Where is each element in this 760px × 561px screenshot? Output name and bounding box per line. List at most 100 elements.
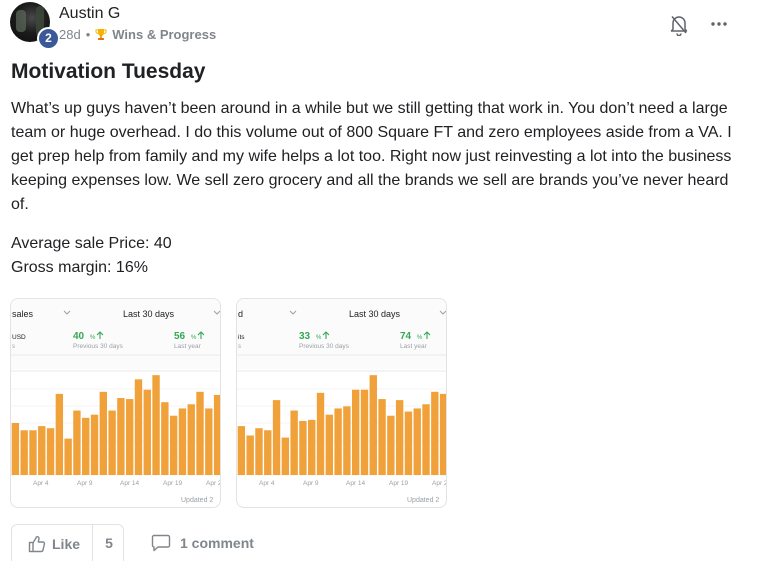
bell-off-icon[interactable] xyxy=(669,14,689,37)
chart-bar xyxy=(108,410,116,475)
chart-bar xyxy=(316,392,325,475)
chart-bar xyxy=(413,408,421,475)
stat-average-sale-price: Average sale Price: 40 xyxy=(11,235,172,252)
chart-bar xyxy=(187,404,195,475)
x-tick-label: Apr 2 xyxy=(206,480,221,487)
chart-bar xyxy=(422,404,430,475)
like-button[interactable]: Like xyxy=(12,525,92,561)
units-chart-screenshot: d Last 30 days its s 33 % Previous 30 days 74 % L… xyxy=(237,299,447,504)
chart-bar xyxy=(395,400,404,475)
chart-bar xyxy=(46,428,55,475)
screenshot-header-bg xyxy=(11,299,220,369)
post-age: 28d xyxy=(59,27,81,42)
previous-period-change: 33 xyxy=(299,331,311,342)
x-tick-label: Apr 19 xyxy=(163,480,183,487)
dropdown-label: d xyxy=(238,309,243,319)
like-control: Like 5 xyxy=(11,524,124,561)
chart-bar xyxy=(64,438,72,475)
chart-bar xyxy=(272,400,281,475)
last-year-change: 74 xyxy=(400,331,412,342)
author-name[interactable]: Austin G xyxy=(59,5,121,22)
chart-bar xyxy=(11,423,20,475)
chart-bar xyxy=(325,414,333,475)
chart-bar xyxy=(73,410,81,475)
chart-bar xyxy=(134,379,143,475)
percent-sign: % xyxy=(191,335,197,341)
chart-bar xyxy=(55,393,64,475)
last-year-label: Last year xyxy=(400,343,428,350)
x-tick-label: Apr 9 xyxy=(77,480,93,487)
chevron-down-icon xyxy=(439,310,446,315)
previous-period-change: 40 xyxy=(73,331,85,342)
attachment-image-units[interactable]: d Last 30 days its s 33% Previous 30 days 74% L… xyxy=(236,298,447,508)
arrow-up-icon xyxy=(197,331,205,339)
chart-bar xyxy=(125,399,134,475)
chart-bar xyxy=(369,375,377,475)
arrow-up-icon xyxy=(96,331,104,339)
chart-bar xyxy=(99,391,107,475)
post-title: Motivation Tuesday xyxy=(11,60,206,83)
percent-sign: % xyxy=(90,335,96,341)
updated-label: Updated 2 xyxy=(181,497,213,504)
attachment-image-sales[interactable]: sales Last 30 days USD s 40% Previous 30 days… xyxy=(10,298,221,508)
comment-count-label: 1 comment xyxy=(180,535,254,551)
chart-bar xyxy=(404,411,413,475)
chart-bar xyxy=(439,393,446,475)
trophy-icon xyxy=(95,28,107,41)
range-label: Last 30 days xyxy=(123,309,175,319)
post-category[interactable]: Wins & Progress xyxy=(112,27,217,42)
chevron-down-icon xyxy=(213,310,220,315)
like-divider xyxy=(92,525,93,561)
chevron-down-icon xyxy=(63,310,71,315)
arrow-up-icon xyxy=(322,331,330,339)
like-label: Like xyxy=(52,535,81,552)
chart-bar xyxy=(246,435,254,475)
x-tick-label: Apr 19 xyxy=(389,480,409,487)
range-label: Last 30 days xyxy=(349,309,401,319)
metric-unit: its xyxy=(238,334,245,341)
chart-bar xyxy=(343,406,351,475)
avatar-detail xyxy=(36,6,44,36)
chart-bar xyxy=(90,414,99,475)
x-tick-label: Apr 2 xyxy=(432,480,447,487)
metric-sub: s xyxy=(238,344,241,350)
like-count[interactable]: 5 xyxy=(105,535,113,551)
chart-bar xyxy=(299,420,307,475)
chart-bar xyxy=(152,375,160,475)
chart-bar xyxy=(308,419,316,475)
chart-bar xyxy=(178,408,187,475)
stat-gross-margin: Gross margin: 16% xyxy=(11,259,148,276)
chart-bar xyxy=(351,389,360,475)
updated-label: Updated 2 xyxy=(407,497,439,504)
metric-unit: USD xyxy=(12,334,26,341)
chart-bar xyxy=(169,415,178,475)
arrow-up-icon xyxy=(423,331,431,339)
percent-sign: % xyxy=(417,335,423,341)
chart-bar xyxy=(334,408,342,475)
chart-bar xyxy=(205,408,213,475)
level-badge: 2 xyxy=(37,27,60,50)
metric-sub: s xyxy=(12,344,15,350)
last-year-change: 56 xyxy=(174,331,186,342)
post-body: What’s up guys haven’t been around in a … xyxy=(11,100,732,213)
chart-bar xyxy=(431,391,439,475)
x-tick-label: Apr 14 xyxy=(120,480,140,487)
percent-sign: % xyxy=(316,335,322,341)
x-tick-label: Apr 14 xyxy=(346,480,366,487)
chevron-down-icon xyxy=(289,310,297,315)
chart-bar xyxy=(378,399,386,475)
comment-button[interactable]: 1 comment xyxy=(151,534,254,552)
chart-bar xyxy=(143,389,151,475)
avatar[interactable] xyxy=(10,2,50,42)
screenshot-header-bg xyxy=(237,299,446,369)
chart-bar xyxy=(290,410,298,475)
chart-bar xyxy=(38,426,46,475)
x-tick-label: Apr 9 xyxy=(303,480,319,487)
chart-bar xyxy=(281,437,290,475)
dropdown-label: sales xyxy=(12,309,34,319)
last-year-label: Last year xyxy=(174,343,202,350)
x-tick-label: Apr 4 xyxy=(33,480,49,487)
previous-period-label: Previous 30 days xyxy=(73,343,124,350)
more-horizontal-icon[interactable] xyxy=(709,14,729,34)
x-tick-label: Apr 4 xyxy=(259,480,275,487)
